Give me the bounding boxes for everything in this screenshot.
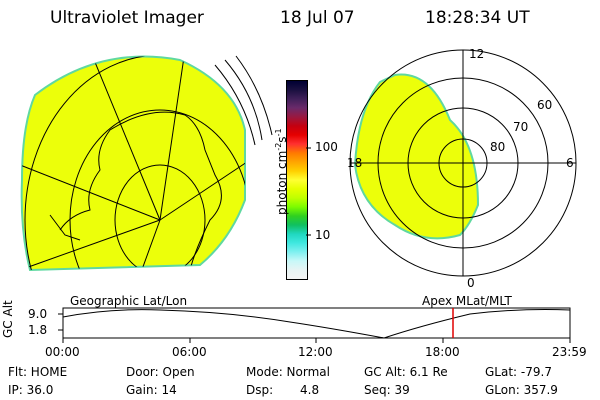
time-label: 18:28:34 UT [425,8,530,28]
colorbar [286,80,308,280]
date-label: 18 Jul 07 [280,8,355,28]
status-ip: IP: 36.0 [8,383,54,397]
x-tick-0600: 06:00 [172,345,207,359]
polar-label-6: 6 [566,156,574,170]
y-tick-1-8: 1.8 [28,323,48,337]
status-glon: GLon: 357.9 [485,383,558,397]
colorbar-tick-100: 100 [315,140,338,154]
geographic-panel-title: Geographic Lat/Lon [70,294,188,308]
x-tick-2359: 23:59 [552,345,587,359]
polar-label-80: 80 [490,140,506,154]
polar-label-12: 12 [469,47,485,61]
gc-alt-axis-label: GC Alt [1,300,15,338]
colorbar-tick-10: 10 [315,228,331,242]
colorbar-gradient [287,81,307,279]
colorbar-unit-label: photon cm-2s-1 [274,128,289,215]
polar-label-18: 18 [347,156,363,170]
status-dsp-label: Dsp: [246,383,274,397]
status-mode: Mode: Normal [246,365,330,379]
x-tick-1200: 12:00 [298,345,333,359]
status-glat: GLat: -79.7 [485,365,552,379]
status-door: Door: Open [126,365,195,379]
status-gc-alt: GC Alt: 6.1 Re [364,365,448,379]
y-tick-9: 9.0 [28,307,48,321]
x-tick-1800: 18:00 [425,345,460,359]
status-seq: Seq: 39 [364,383,410,397]
instrument-title: Ultraviolet Imager [50,8,204,28]
polar-emission-fill [353,73,480,240]
geographic-emission-fill [20,55,246,272]
polar-label-0: 0 [467,276,475,290]
status-gain: Gain: 14 [126,383,177,397]
x-tick-0000: 00:00 [45,345,80,359]
polar-label-70: 70 [513,120,529,134]
gc-alt-curve [62,309,571,339]
apex-panel-title: Apex MLat/MLT [422,294,512,308]
status-dsp-value: 4.8 [300,383,320,397]
polar-label-60: 60 [537,98,553,112]
status-flt: Flt: HOME [8,365,68,379]
